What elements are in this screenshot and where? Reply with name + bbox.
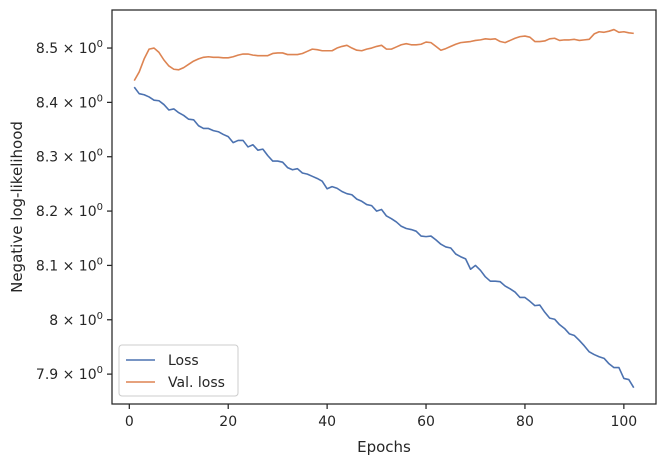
x-tick-label: 100 — [610, 414, 637, 430]
legend-label-val-loss: Val. loss — [168, 375, 225, 391]
y-axis-title: Negative log-likelihood — [8, 121, 26, 293]
x-tick-label: 40 — [318, 414, 336, 430]
y-tick-label: 8.4 × 100 — [36, 93, 103, 111]
x-tick-label: 0 — [125, 414, 134, 430]
x-axis-ticks: 0 20 40 60 80 100 — [125, 404, 637, 430]
y-tick-label: 7.9 × 100 — [36, 365, 103, 383]
y-tick-label: 8.2 × 100 — [36, 202, 103, 220]
x-tick-label: 80 — [516, 414, 534, 430]
x-tick-label: 60 — [417, 414, 435, 430]
series-line-val-loss — [133, 28, 634, 82]
x-tick-label: 20 — [219, 414, 237, 430]
plot-area — [111, 9, 657, 405]
y-tick-label: 8.1 × 100 — [36, 256, 103, 274]
series-line-loss — [133, 86, 635, 389]
legend-box — [118, 344, 239, 397]
legend-label-loss: Loss — [168, 353, 199, 369]
y-axis-ticks: 7.9 × 100 8 × 100 8.1 × 100 8.2 × 100 8.3 × … — [36, 39, 112, 383]
legend: Loss Val. loss — [118, 344, 239, 397]
series-lines — [133, 28, 635, 389]
y-tick-label: 8 × 100 — [49, 311, 103, 329]
x-axis-title: Epochs — [357, 438, 411, 456]
y-tick-label: 8.5 × 100 — [36, 39, 103, 57]
y-tick-label: 8.3 × 100 — [36, 148, 103, 166]
